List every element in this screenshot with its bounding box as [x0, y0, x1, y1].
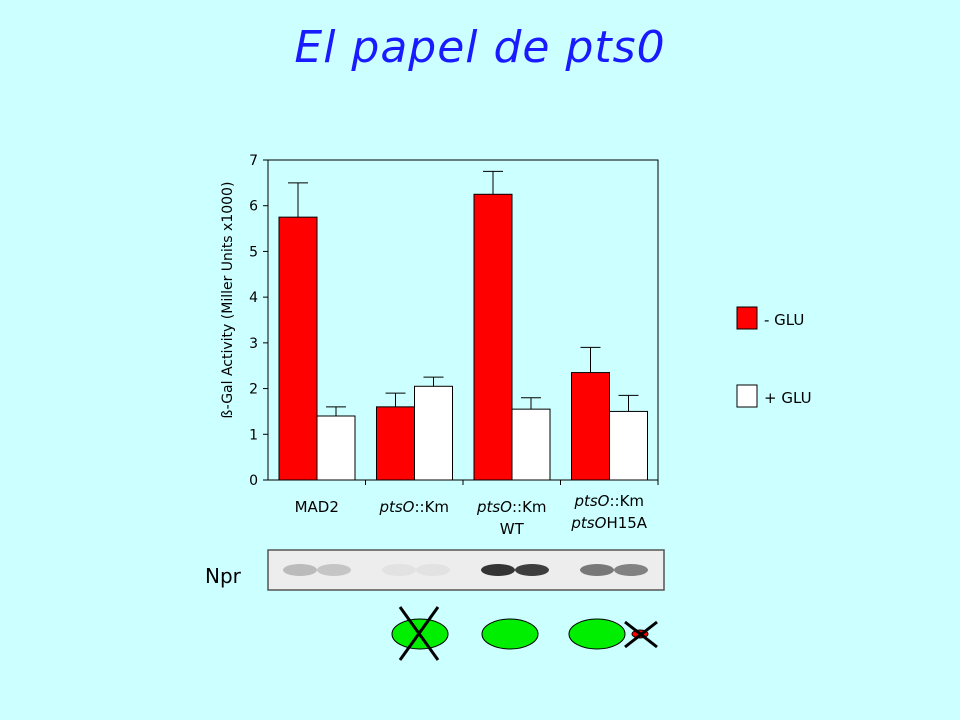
- y-tick-label: 6: [249, 199, 258, 215]
- bar-minus-glu: [278, 216, 318, 481]
- chart-bars: [278, 170, 648, 481]
- bar-minus-glu: [376, 406, 415, 481]
- y-tick-label: 0: [249, 473, 258, 489]
- blot-label: Npr: [205, 564, 242, 588]
- category-label-part: ptsO: [476, 498, 512, 516]
- bar-plus-glu: [316, 415, 356, 481]
- blot-band: [416, 564, 450, 576]
- blot-band: [317, 564, 351, 576]
- category-label-part: ::Km: [414, 498, 449, 516]
- category-label: ptsOH15A: [570, 514, 647, 532]
- category-label: WT: [500, 520, 525, 538]
- category-label-part: ptsO: [570, 514, 606, 532]
- legend-swatch: [736, 306, 758, 330]
- blot-band: [614, 564, 648, 576]
- category-label-part: ptsO: [573, 492, 609, 510]
- slide-title: El papel de pts0: [294, 22, 666, 73]
- category-label-part: WT: [500, 520, 525, 538]
- bar-plus-glu: [414, 385, 453, 481]
- blot-band: [580, 564, 614, 576]
- y-tick-label: 4: [249, 290, 258, 306]
- category-label-part: MAD2: [295, 498, 339, 516]
- y-tick-label: 7: [249, 153, 258, 169]
- cross-line: [624, 620, 658, 649]
- category-label: ptsO::Km: [378, 498, 449, 516]
- category-label: ptsO::Km: [476, 498, 547, 516]
- bar-minus-glu: [571, 372, 610, 481]
- protein-ellipse: [481, 618, 539, 650]
- y-tick-label: 1: [249, 427, 258, 443]
- category-label-part: ::Km: [512, 498, 547, 516]
- bar-plus-glu: [511, 408, 551, 481]
- category-label-part: ::Km: [609, 492, 644, 510]
- blot-band: [515, 564, 549, 576]
- legend-label: + GLU: [764, 389, 812, 407]
- western-blot: Npr: [205, 549, 665, 591]
- category-label: ptsO::Km: [573, 492, 644, 510]
- blot-band: [283, 564, 317, 576]
- protein-ellipse: [568, 618, 626, 650]
- chart-axes: 0 1 2 3 4 5 6 7 ß-Gal Activity (Miller Units x10…: [220, 153, 659, 489]
- y-tick-label: 2: [249, 382, 258, 398]
- legend-swatch: [736, 384, 758, 408]
- bar-plus-glu: [609, 410, 648, 481]
- category-label: MAD2: [295, 498, 339, 516]
- blot-band: [382, 564, 416, 576]
- y-tick-label: 3: [249, 336, 258, 352]
- legend-label: - GLU: [764, 311, 804, 329]
- category-label-part: H15A: [606, 514, 647, 532]
- y-axis-label: ß-Gal Activity (Miller Units x1000): [220, 182, 236, 419]
- bar-minus-glu: [473, 193, 513, 481]
- blot-band: [481, 564, 515, 576]
- legend: - GLU + GLU: [736, 306, 812, 408]
- category-label-part: ptsO: [378, 498, 414, 516]
- cross-line: [398, 606, 440, 661]
- protein-diagram: [391, 606, 658, 661]
- y-tick-label: 5: [249, 244, 258, 260]
